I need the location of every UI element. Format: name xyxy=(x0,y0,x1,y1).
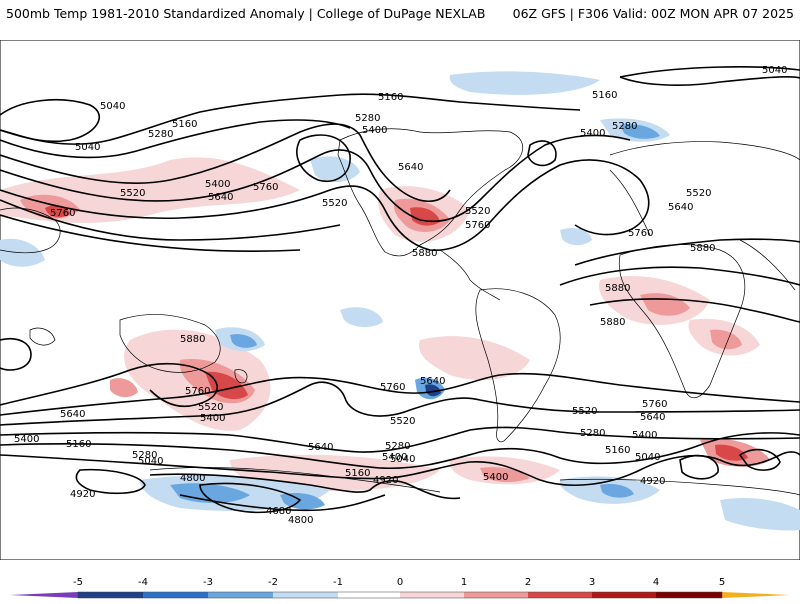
colorbar-tick: -5 xyxy=(73,577,83,588)
contour-label: 5760 xyxy=(380,382,405,393)
contour-label: 5640 xyxy=(668,202,693,213)
contour-label: 5280 xyxy=(148,129,173,140)
contour-label: 5520 xyxy=(390,416,415,427)
contour-label: 5280 xyxy=(132,450,157,461)
colorbar-arrow-high xyxy=(722,592,790,598)
contour-label: 5280 xyxy=(580,428,605,439)
contour-label: 4920 xyxy=(373,475,398,486)
contour-label: 5640 xyxy=(398,162,423,173)
contour-label: 5400 xyxy=(382,452,407,463)
colorbar-swatch xyxy=(528,592,592,598)
contour-label: 4920 xyxy=(640,476,665,487)
contour-label: 5040 xyxy=(390,454,415,465)
contour-label: 5640 xyxy=(60,409,85,420)
colorbar-swatch xyxy=(400,592,464,598)
height-contours xyxy=(0,66,800,514)
colorbar-swatch xyxy=(143,592,208,598)
contour-label: 5760 xyxy=(642,399,667,410)
contour-label: 5400 xyxy=(632,430,657,441)
contour-label: 4680 xyxy=(266,506,291,517)
contour-label: 5160 xyxy=(345,468,370,479)
colorbar-swatch xyxy=(464,592,528,598)
colorbar: -5 -4 -3 -2 -1 0 1 2 3 4 5 xyxy=(0,565,800,600)
contour-label: 5280 xyxy=(355,113,380,124)
contour-label: 5400 xyxy=(200,413,225,424)
contour-label: 4920 xyxy=(70,489,95,500)
colorbar-tick: -3 xyxy=(203,577,213,588)
anomaly-map: 5040 5040 5040 5160 5160 5160 5280 5280 … xyxy=(0,40,800,560)
contour-label: 5400 xyxy=(362,125,387,136)
model-run-info: 06Z GFS | F306 Valid: 00Z MON APR 07 202… xyxy=(512,6,794,21)
contour-label: 5640 xyxy=(640,412,665,423)
colorbar-tick: 2 xyxy=(525,577,531,588)
colorbar-tick: 3 xyxy=(589,577,595,588)
colorbar-arrow-low xyxy=(10,592,78,598)
contour-label: 5760 xyxy=(253,182,278,193)
contour-label: 5640 xyxy=(208,192,233,203)
contour-label: 5760 xyxy=(628,228,653,239)
contour-label: 5520 xyxy=(322,198,347,209)
colorbar-swatches xyxy=(10,591,790,599)
colorbar-swatch xyxy=(338,592,400,598)
contour-label: 5160 xyxy=(605,445,630,456)
contour-label: 5040 xyxy=(100,101,125,112)
contour-label: 5880 xyxy=(690,243,715,254)
contour-label: 5160 xyxy=(592,90,617,101)
colorbar-swatch xyxy=(208,592,273,598)
colorbar-tick: -2 xyxy=(268,577,278,588)
contour-label: 5040 xyxy=(75,142,100,153)
contour-label: 5280 xyxy=(385,441,410,452)
contour-label: 5880 xyxy=(412,248,437,259)
contour-label: 5520 xyxy=(572,406,597,417)
colorbar-swatch xyxy=(273,592,338,598)
contour-label: 5880 xyxy=(600,317,625,328)
contour-label: 5160 xyxy=(378,92,403,103)
contour-labels: 5040 5040 5040 5160 5160 5160 5280 5280 … xyxy=(14,65,787,526)
colorbar-tick: -1 xyxy=(333,577,343,588)
contour-label: 5520 xyxy=(686,188,711,199)
contour-label: 5880 xyxy=(605,283,630,294)
map-title: 500mb Temp 1981-2010 Standardized Anomal… xyxy=(6,6,486,21)
contour-label: 5160 xyxy=(66,439,91,450)
colorbar-tick: 5 xyxy=(719,577,725,588)
contour-label: 4800 xyxy=(180,473,205,484)
contour-label: 5280 xyxy=(612,121,637,132)
colorbar-tick: -4 xyxy=(138,577,148,588)
contour-label: 5880 xyxy=(180,334,205,345)
colorbar-tick: 1 xyxy=(461,577,467,588)
contour-label: 5040 xyxy=(762,65,787,76)
colorbar-swatch xyxy=(592,592,656,598)
contour-label: 5640 xyxy=(308,442,333,453)
contour-label: 4800 xyxy=(288,515,313,526)
contour-label: 5040 xyxy=(635,452,660,463)
contour-label: 5400 xyxy=(483,472,508,483)
contour-label: 5760 xyxy=(50,208,75,219)
colorbar-tick: 0 xyxy=(397,577,403,588)
contour-label: 5760 xyxy=(465,220,490,231)
contour-label: 5160 xyxy=(172,119,197,130)
contour-label: 5520 xyxy=(198,402,223,413)
contour-label: 5400 xyxy=(14,434,39,445)
contour-label: 5640 xyxy=(420,376,445,387)
colorbar-ticks: -5 -4 -3 -2 -1 0 1 2 3 4 5 xyxy=(73,577,725,588)
colorbar-swatch xyxy=(78,592,143,598)
contour-label: 5400 xyxy=(205,179,230,190)
contour-label: 5760 xyxy=(185,386,210,397)
colorbar-swatch xyxy=(656,592,722,598)
contour-label: 5520 xyxy=(120,188,145,199)
contour-label: 5520 xyxy=(465,206,490,217)
coastlines xyxy=(0,128,800,496)
contour-label: 5400 xyxy=(580,128,605,139)
colorbar-tick: 4 xyxy=(653,577,659,588)
contour-label: 5040 xyxy=(138,456,163,467)
